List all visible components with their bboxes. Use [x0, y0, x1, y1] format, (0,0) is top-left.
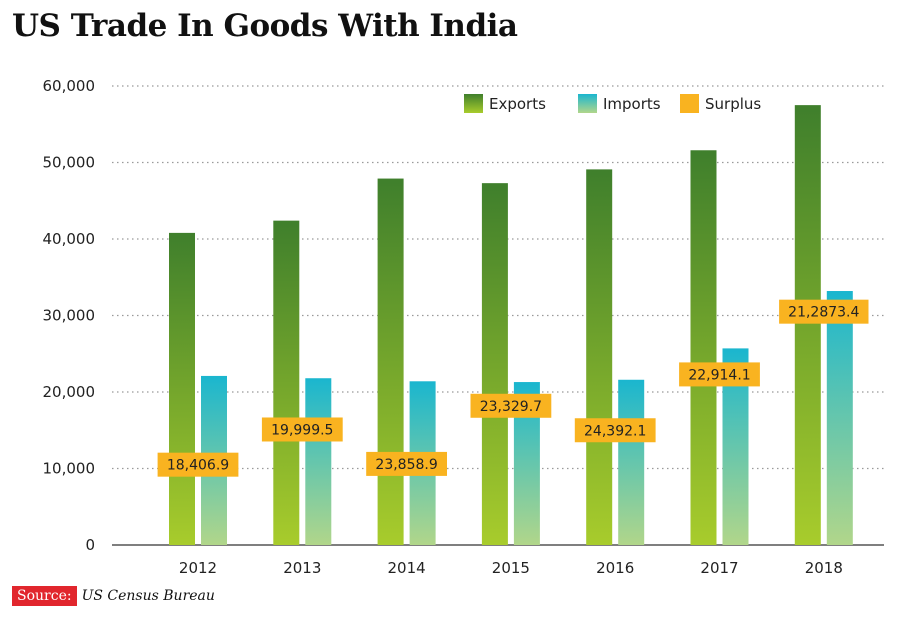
- bar-exports-2018: [794, 105, 821, 545]
- x-tick-label: 2012: [179, 559, 217, 577]
- surplus-value: 19,999.5: [271, 422, 333, 438]
- surplus-box: [574, 418, 656, 443]
- surplus-box: [157, 452, 239, 477]
- x-tick-label: 2014: [388, 559, 426, 577]
- x-tick-label: 2013: [283, 559, 321, 577]
- y-tick-label: 40,000: [43, 230, 96, 248]
- surplus-labels: 18,406.9 19,999.5 23,858.9 23,329.7 24,392.1…: [157, 299, 869, 477]
- bar-exports-2016: [586, 169, 613, 545]
- surplus-box: [261, 417, 343, 442]
- surplus-box: [366, 451, 447, 476]
- surplus-label-2016: 24,392.1: [574, 418, 656, 443]
- bar-exports-2013: [273, 220, 300, 545]
- y-tick-label: 50,000: [43, 154, 96, 172]
- bar-exports-2014: [377, 178, 404, 545]
- chart-title: US Trade In Goods With India: [12, 8, 518, 44]
- surplus-box: [779, 299, 869, 324]
- x-tick-label: 2017: [700, 559, 738, 577]
- y-tick-label: 30,000: [43, 307, 96, 325]
- bar-imports-2016: [618, 379, 645, 545]
- y-tick-label: 60,000: [43, 77, 96, 95]
- legend-item-exports: Exports: [464, 94, 546, 113]
- legend-item-surplus: Surplus: [680, 94, 761, 113]
- surplus-value: 21,2873.4: [788, 305, 859, 321]
- surplus-value: 23,329.7: [480, 399, 542, 415]
- legend-label-surplus: Surplus: [705, 95, 761, 113]
- x-tick-label: 2015: [492, 559, 530, 577]
- surplus-box: [679, 362, 760, 387]
- surplus-label-2013: 19,999.5: [261, 417, 343, 442]
- legend-swatch-exports: [464, 94, 483, 113]
- bars: [169, 105, 853, 545]
- surplus-value: 23,858.9: [375, 457, 437, 473]
- bar-imports-2018: [826, 291, 853, 545]
- x-tick-label: 2016: [596, 559, 634, 577]
- surplus-value: 22,914.1: [688, 367, 750, 383]
- legend-item-imports: Imports: [578, 94, 661, 113]
- bar-imports-2013: [305, 378, 332, 545]
- surplus-box: [470, 393, 552, 418]
- source-tag: Source:: [12, 586, 77, 606]
- legend: Exports Imports Surplus: [464, 94, 761, 113]
- x-axis-ticks: 2012 2013 2014 2015 2016 2017 2018: [179, 559, 843, 577]
- legend-label-exports: Exports: [489, 95, 546, 113]
- y-tick-label: 10,000: [43, 460, 96, 478]
- y-tick-label: 20,000: [43, 383, 96, 401]
- surplus-value: 24,392.1: [584, 423, 646, 439]
- surplus-label-2018: 21,2873.4: [779, 299, 869, 324]
- y-tick-label: 0: [85, 536, 95, 554]
- x-tick-label: 2018: [805, 559, 843, 577]
- surplus-label-2017: 22,914.1: [679, 362, 760, 387]
- y-axis-ticks: 0 10,000 20,000 30,000 40,000 50,000 60,000: [43, 77, 96, 554]
- legend-swatch-surplus: [680, 94, 699, 113]
- surplus-label-2015: 23,329.7: [470, 393, 552, 418]
- surplus-label-2012: 18,406.9: [157, 452, 239, 477]
- source-text: US Census Bureau: [81, 588, 215, 604]
- source-note: Source: US Census Bureau: [12, 586, 215, 606]
- legend-swatch-imports: [578, 94, 597, 113]
- legend-label-imports: Imports: [603, 95, 661, 113]
- bar-exports-2017: [690, 150, 717, 545]
- surplus-label-2014: 23,858.9: [366, 451, 447, 476]
- bar-exports-2012: [169, 232, 195, 545]
- surplus-value: 18,406.9: [167, 458, 229, 474]
- bar-exports-2015: [481, 183, 508, 545]
